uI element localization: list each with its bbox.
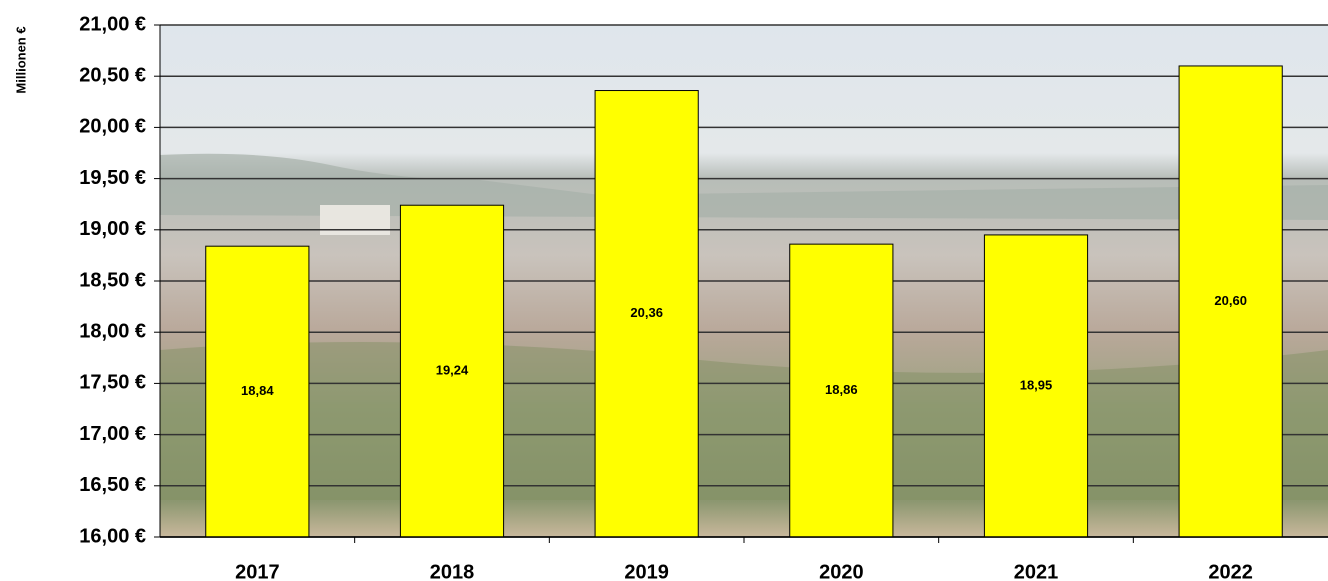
y-tick-label: 16,50 € (79, 474, 146, 496)
y-tick-label: 19,00 € (79, 218, 146, 240)
y-tick-label: 19,50 € (79, 167, 146, 189)
x-tick-label: 2019 (624, 561, 669, 581)
x-tick-label: 2022 (1208, 561, 1253, 581)
value-label: 18,86 (825, 382, 858, 397)
bar (205, 245, 310, 538)
value-label: 18,84 (241, 383, 274, 398)
bar (789, 243, 894, 538)
x-tick-label: 2017 (235, 561, 280, 581)
y-tick-label: 18,50 € (79, 269, 146, 291)
y-tick-label: 17,00 € (79, 423, 146, 445)
bar (1178, 65, 1283, 538)
value-label: 19,24 (436, 363, 469, 378)
bar (399, 204, 505, 538)
y-tick-label: 20,00 € (79, 116, 146, 138)
y-axis-label: Millionen € (13, 26, 28, 93)
bar (983, 234, 1089, 538)
value-label: 20,60 (1214, 293, 1247, 308)
y-tick-label: 20,50 € (79, 64, 146, 86)
y-tick-label: 16,00 € (79, 525, 146, 547)
value-label: 18,95 (1020, 377, 1053, 392)
x-tick-label: 2020 (819, 561, 864, 581)
value-label: 20,36 (630, 305, 663, 320)
y-tick-label: 21,00 € (79, 13, 146, 35)
x-tick-label: 2018 (430, 561, 475, 581)
x-tick-label: 2021 (1014, 561, 1059, 581)
bar (594, 90, 699, 538)
y-tick-label: 17,50 € (79, 372, 146, 394)
y-tick-label: 18,00 € (79, 320, 146, 342)
